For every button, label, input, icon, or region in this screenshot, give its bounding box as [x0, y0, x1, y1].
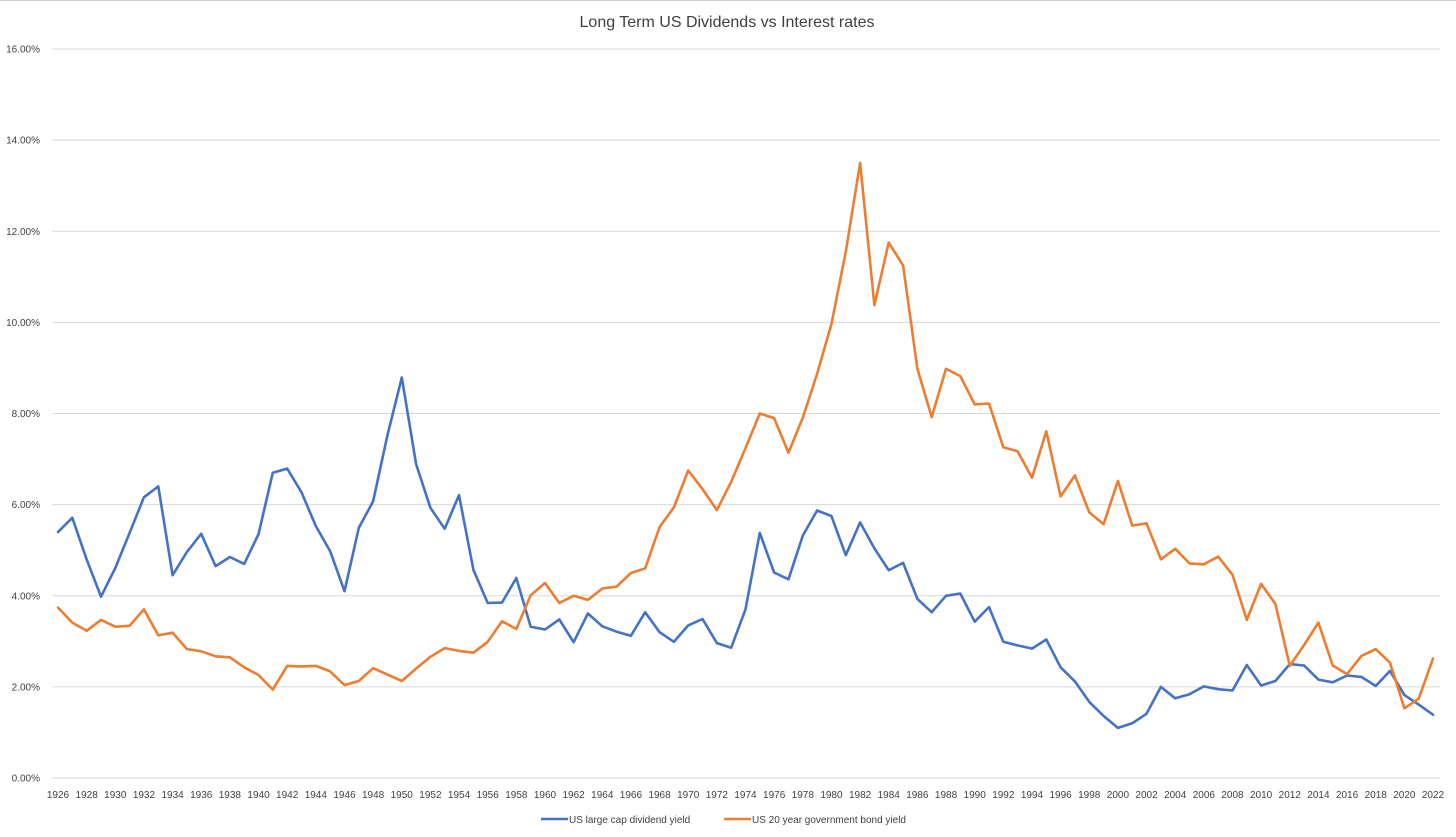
x-tick-label: 1992 — [992, 790, 1015, 801]
x-tick-label: 1970 — [677, 790, 700, 801]
x-tick-label: 1998 — [1078, 790, 1101, 801]
y-tick-label: 6.00% — [12, 500, 40, 511]
x-tick-label: 1968 — [648, 790, 671, 801]
x-tick-label: 1960 — [534, 790, 557, 801]
x-tick-label: 1986 — [906, 790, 929, 801]
series-line — [56, 376, 1435, 730]
x-tick-label: 1974 — [734, 790, 757, 801]
x-tick-label: 1984 — [878, 790, 901, 801]
x-tick-label: 1950 — [391, 790, 414, 801]
y-tick-label: 4.00% — [12, 591, 40, 602]
x-tick-label: 1942 — [276, 790, 299, 801]
y-tick-label: 10.00% — [6, 318, 40, 329]
x-tick-label: 1936 — [190, 790, 213, 801]
x-tick-label: 1964 — [591, 790, 614, 801]
y-axis-ticks: 0.00% 2.00% 4.00% 6.00% 8.00% 10.00% 12.00% 14.… — [6, 45, 40, 785]
x-tick-label: 1978 — [792, 790, 815, 801]
x-tick-label: 2014 — [1307, 790, 1330, 801]
legend-item: US large cap dividend yield — [541, 815, 690, 826]
legend: US large cap dividend yield US 20 year go… — [541, 815, 906, 826]
x-tick-label: 1946 — [333, 790, 356, 801]
x-tick-label: 2006 — [1193, 790, 1216, 801]
x-tick-label: 2022 — [1422, 790, 1445, 801]
x-tick-label: 1926 — [47, 790, 70, 801]
x-tick-label: 1944 — [305, 790, 328, 801]
x-tick-label: 2018 — [1365, 790, 1388, 801]
x-tick-label: 1932 — [133, 790, 156, 801]
x-tick-label: 2012 — [1279, 790, 1302, 801]
x-tick-label: 1980 — [820, 790, 843, 801]
x-tick-label: 1956 — [477, 790, 500, 801]
y-tick-label: 2.00% — [12, 682, 40, 693]
x-tick-label: 2002 — [1135, 790, 1158, 801]
y-tick-label: 0.00% — [12, 774, 40, 785]
x-tick-label: 1928 — [76, 790, 99, 801]
y-tick-label: 14.00% — [6, 136, 40, 147]
x-tick-label: 1988 — [935, 790, 958, 801]
y-tick-label: 8.00% — [12, 409, 40, 420]
x-tick-label: 1934 — [161, 790, 184, 801]
x-tick-label: 1972 — [706, 790, 729, 801]
gridlines — [52, 48, 1440, 779]
series-line — [56, 161, 1435, 710]
x-tick-label: 1996 — [1049, 790, 1072, 801]
x-tick-label: 2016 — [1336, 790, 1359, 801]
chart-title: Long Term US Dividends vs Interest rates — [580, 14, 875, 31]
series-lines — [56, 161, 1435, 730]
x-tick-label: 1940 — [247, 790, 270, 801]
x-tick-label: 1962 — [563, 790, 586, 801]
x-tick-label: 2010 — [1250, 790, 1273, 801]
x-tick-label: 1990 — [964, 790, 987, 801]
x-tick-label: 1938 — [219, 790, 242, 801]
x-tick-label: 1954 — [448, 790, 471, 801]
legend-label: US large cap dividend yield — [569, 815, 690, 826]
series-2 — [56, 161, 1435, 710]
x-tick-label: 1952 — [419, 790, 442, 801]
x-tick-label: 1948 — [362, 790, 385, 801]
x-tick-label: 1958 — [505, 790, 528, 801]
top-border — [0, 0, 1456, 1]
x-tick-label: 2020 — [1393, 790, 1416, 801]
x-tick-label: 1994 — [1021, 790, 1044, 801]
x-tick-label: 2008 — [1221, 790, 1244, 801]
x-tick-label: 2000 — [1107, 790, 1130, 801]
x-axis-ticks: 1926 1928 1930 1932 1934 1936 1938 1940 1942 1944… — [47, 790, 1445, 801]
x-tick-label: 1976 — [763, 790, 786, 801]
x-tick-label: 2004 — [1164, 790, 1187, 801]
legend-label: US 20 year government bond yield — [752, 815, 906, 826]
y-tick-label: 12.00% — [6, 227, 40, 238]
series-1 — [56, 376, 1435, 730]
y-tick-label: 16.00% — [6, 45, 40, 56]
x-tick-label: 1966 — [620, 790, 643, 801]
legend-item: US 20 year government bond yield — [724, 815, 906, 826]
x-tick-label: 1982 — [849, 790, 872, 801]
x-tick-label: 1930 — [104, 790, 127, 801]
